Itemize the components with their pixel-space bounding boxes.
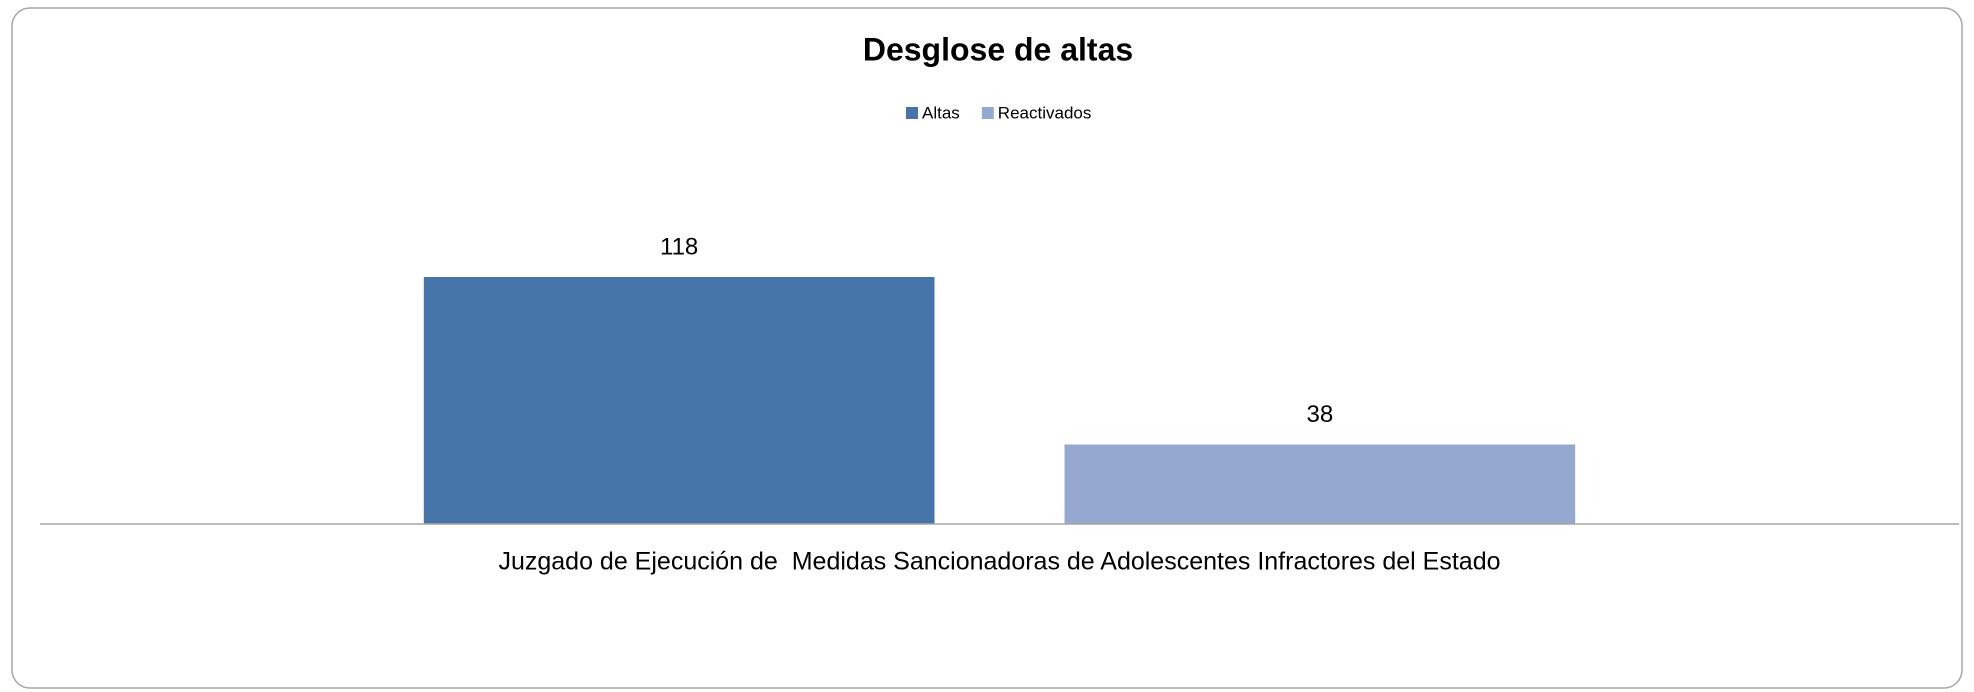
data-label: 118 <box>660 233 698 260</box>
bar <box>423 277 935 524</box>
chart-title: Desglose de altas <box>863 31 1133 67</box>
bar <box>1064 444 1576 524</box>
legend-label: Reactivados <box>998 103 1092 122</box>
legend-label: Altas <box>922 103 960 122</box>
legend-swatch <box>906 107 918 119</box>
data-label: 38 <box>1306 401 1333 428</box>
x-tick-label: Juzgado de Ejecución de Medidas Sanciona… <box>498 548 1500 576</box>
legend-swatch <box>981 107 994 119</box>
